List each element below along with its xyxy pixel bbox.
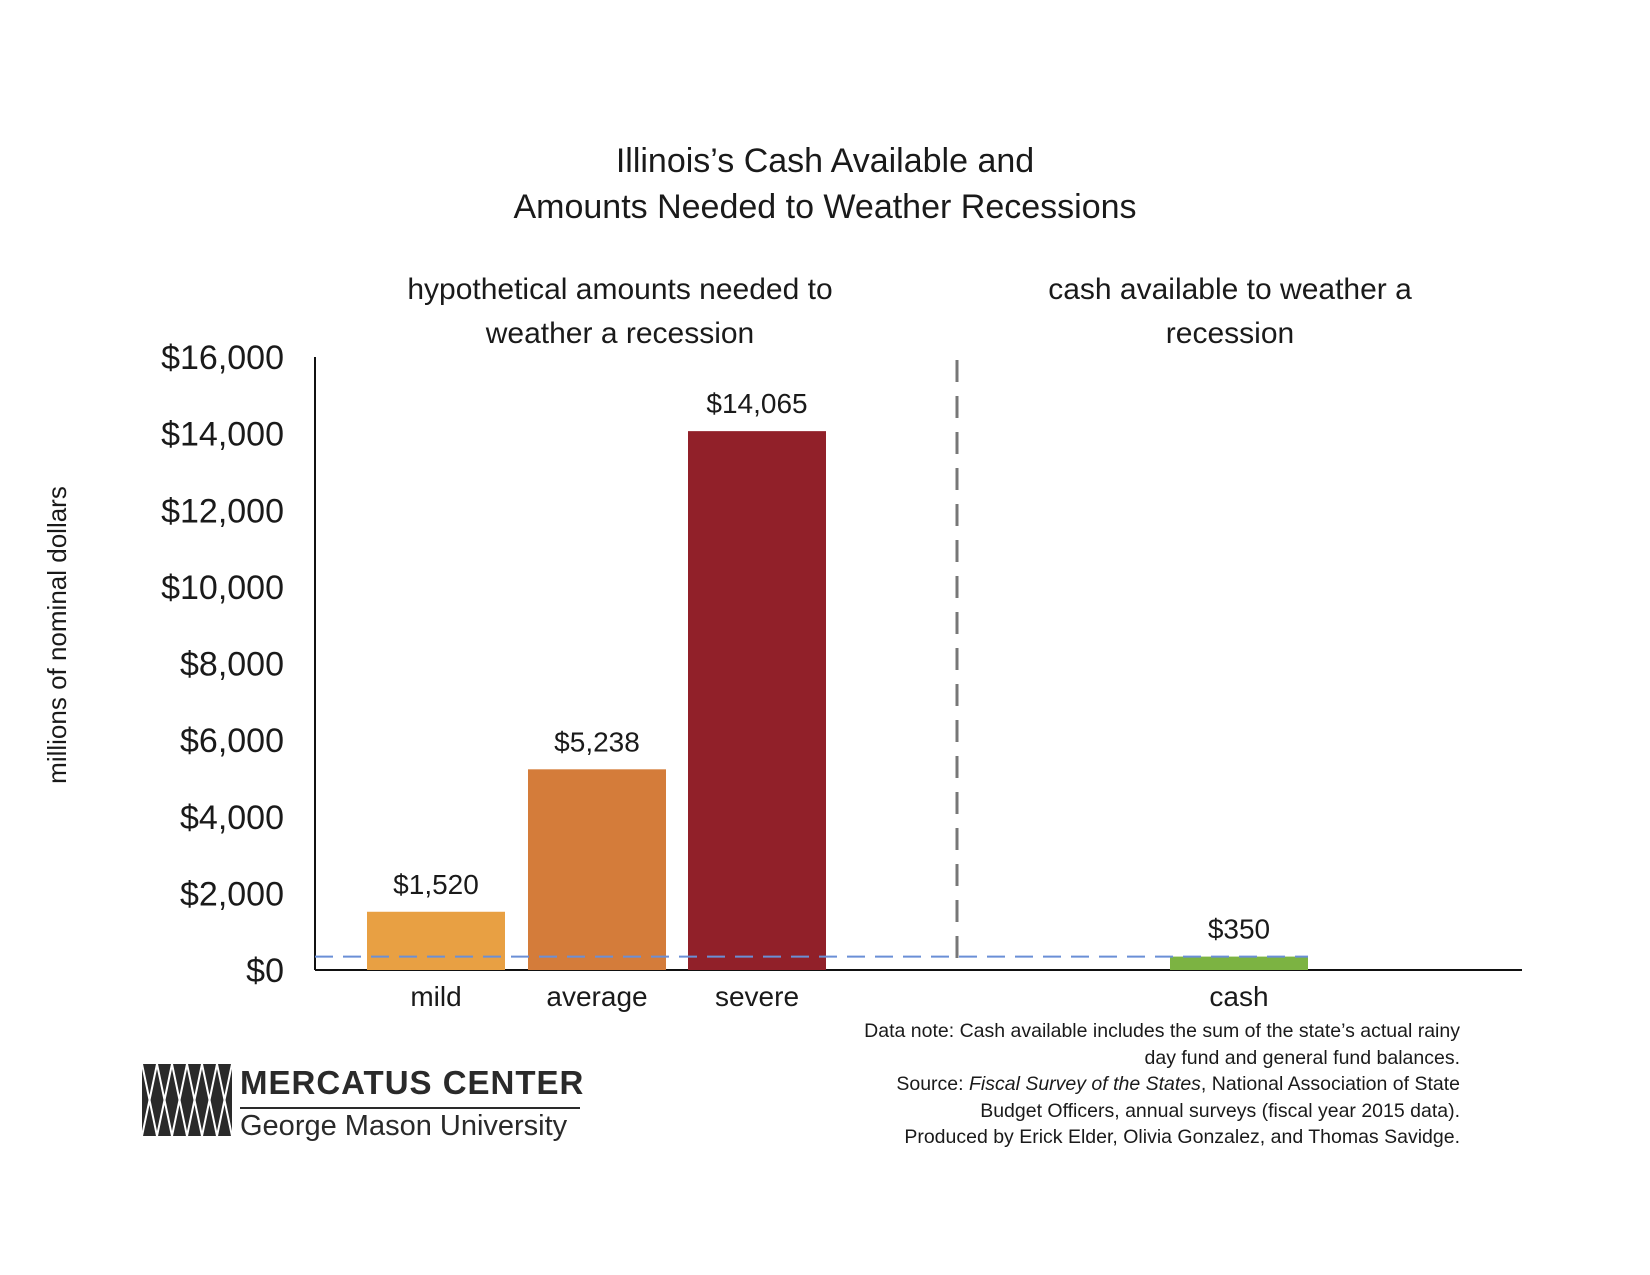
data-label-average: $5,238 [554,726,640,757]
bar-average [528,769,666,970]
section-heading-cash-line-1: cash available to weather a [1048,273,1412,306]
data-notes: Data note: Cash available includes the s… [864,1018,1460,1151]
data-label-severe: $14,065 [706,388,807,419]
x-tick-label-severe: severe [715,981,799,1012]
y-tick-label: $14,000 [161,416,284,454]
section-heading-cash-line-2: recession [1165,317,1295,350]
section-heading-hypothetical-line-2: weather a recession [485,317,755,350]
bar-severe [688,431,826,971]
x-tick-label-cash: cash [1209,981,1268,1012]
data-label-mild: $1,520 [393,869,479,900]
y-tick-label: $0 [246,952,284,990]
x-tick-label-mild: mild [410,981,461,1012]
section-heading-cash: cash available to weather a recession [1010,268,1450,356]
x-tick-label-average: average [546,981,647,1012]
chart-title-line-1: Illinois’s Cash Available and [615,142,1035,180]
source-rest: , National Association of State [1200,1073,1460,1095]
y-tick-label: $8,000 [180,646,284,684]
logo-divider [240,1107,580,1109]
y-tick-label: $4,000 [180,799,284,837]
y-tick-label: $2,000 [180,875,284,913]
logo-name: MERCATUS CENTER [240,1064,585,1101]
data-note-line-1: Data note: Cash available includes the s… [864,1020,1460,1042]
source-prefix: Source: [896,1073,969,1095]
bar-mild [367,911,505,970]
credits-line: Produced by Erick Elder, Olivia Gonzalez… [904,1126,1460,1148]
data-note-line-2: day fund and general fund balances. [1144,1046,1461,1069]
source-line: Source: Fiscal Survey of the States, Nat… [864,1071,1460,1098]
y-tick-label: $10,000 [161,569,284,607]
logo-subtitle: George Mason University [240,1110,568,1142]
y-axis-label: millions of nominal dollars [42,486,72,784]
mercatus-logo-mark [142,1064,232,1136]
data-label-cash: $350 [1208,914,1270,945]
bar-cash [1170,956,1308,970]
source-line-2: Budget Officers, annual surveys (fiscal … [980,1099,1460,1122]
source-title: Fiscal Survey of the States [968,1073,1201,1095]
y-tick-label: $12,000 [161,492,284,530]
section-heading-hypothetical-line-1: hypothetical amounts needed to [407,273,833,306]
y-tick-label: $16,000 [161,339,284,377]
chart-title-line-2: Amounts Needed to Weather Recessions [513,188,1137,226]
y-tick-label: $6,000 [180,722,284,760]
section-heading-hypothetical: hypothetical amounts needed to weather a… [380,268,860,356]
